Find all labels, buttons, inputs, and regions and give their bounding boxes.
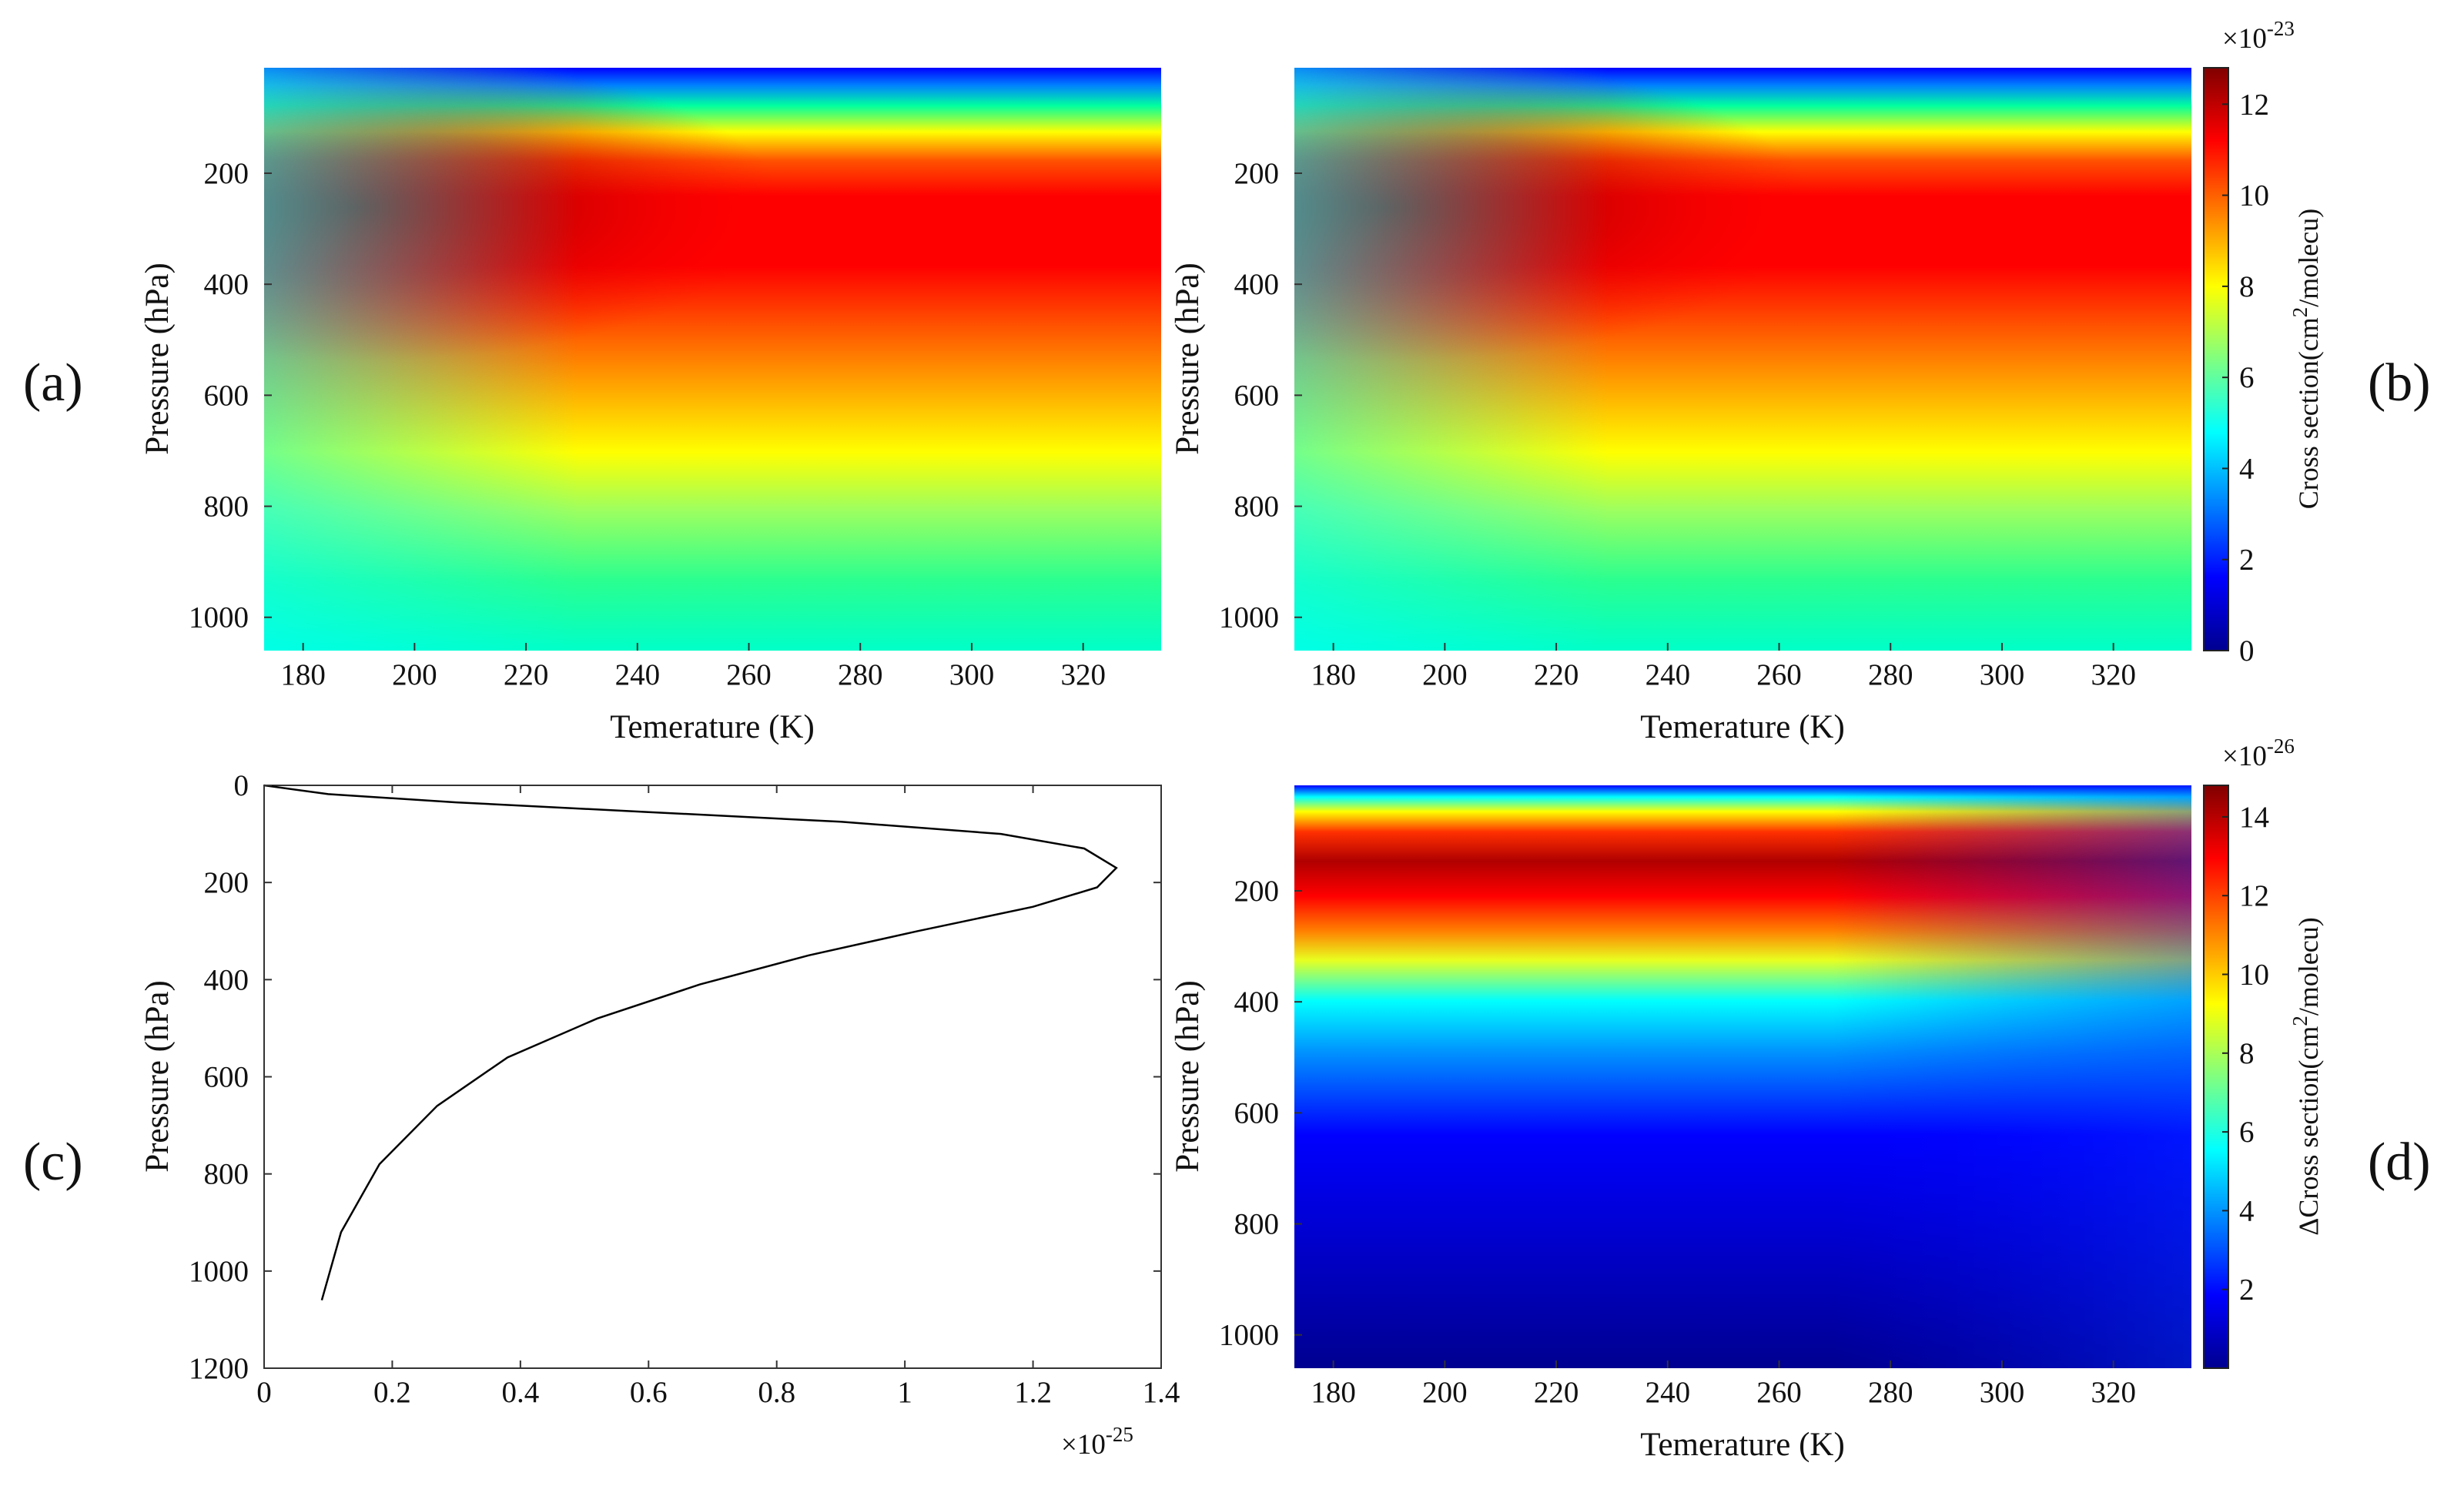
y-tick-label: 1000	[189, 601, 249, 634]
y-tick-label: 1000	[189, 1255, 249, 1288]
y-tick-label: 400	[1234, 986, 1280, 1019]
x-tick-label: 280	[1868, 658, 1913, 691]
y-axis-label: Pressure (hPa)	[1170, 263, 1206, 455]
x-tick-label: 260	[726, 658, 772, 691]
colorbar-label: Cross section(cm2/molecu)	[2288, 209, 2324, 509]
panel-c-line: 0 0.2 0.4 0.6 0.8 1 1.2 1.4 0 200 400 600 800 1000 12…	[139, 769, 1180, 1461]
colorbar-tick-label: 8	[2239, 1037, 2255, 1070]
colorbar-tick-label: 8	[2239, 270, 2255, 303]
x-tick-label: 300	[1980, 658, 2025, 691]
panel-d-heatmap: 180 200 220 240 260 280 300 320 200 400 600 800 100…	[1170, 735, 2324, 1463]
y-tick-label: 800	[204, 490, 249, 524]
y-tick-label: 200	[204, 157, 249, 190]
colorbar	[2203, 67, 2229, 651]
y-tick-label: 0	[234, 769, 249, 802]
y-tick-label: 600	[204, 1061, 249, 1094]
colorbar-tick-label: 4	[2239, 452, 2255, 485]
x-axis-label: Temerature (K)	[1640, 1427, 1845, 1463]
y-tick-label: 1000	[1219, 601, 1279, 634]
x-tick-label: 0.4	[501, 1376, 539, 1409]
x-tick-label: 320	[1060, 658, 1106, 691]
colorbar-tick-label: 10	[2239, 179, 2269, 213]
x-tick-label: 200	[392, 658, 437, 691]
colorbar-label: ΔCross section(cm2/molecu)	[2288, 917, 2324, 1236]
y-tick-label: 800	[1234, 1208, 1280, 1241]
x-tick-label: 240	[1645, 1376, 1691, 1409]
y-axis-label: Pressure (hPa)	[139, 980, 176, 1173]
x-tick-label: 220	[1534, 1376, 1579, 1409]
x-tick-label: 220	[1534, 658, 1579, 691]
x-tick-label: 180	[280, 658, 326, 691]
x-tick-label: 300	[949, 658, 995, 691]
y-tick-label: 200	[204, 866, 249, 899]
x-tick-label: 240	[615, 658, 661, 691]
heatmap-left-shade	[1294, 68, 2191, 651]
y-tick-label: 800	[1234, 490, 1280, 524]
panel-label-a: (a)	[23, 353, 83, 413]
panel-label-b: (b)	[2368, 353, 2431, 413]
y-tick-label: 200	[1234, 157, 1280, 190]
panel-b-heatmap: 180 200 220 240 260 280 300 320 200400600800100…	[1170, 17, 2324, 745]
x-tick-label: 1.2	[1014, 1376, 1052, 1409]
x-tick-label: 320	[2091, 1376, 2136, 1409]
colorbar-exponent: ×10-26	[2222, 735, 2295, 772]
colorbar-tick-label: 12	[2239, 88, 2269, 121]
y-tick-label: 400	[204, 963, 249, 996]
colorbar-tick-label: 2	[2239, 1273, 2255, 1307]
y-axis-label: Pressure (hPa)	[139, 263, 176, 455]
colorbar-tick-label: 4	[2239, 1194, 2255, 1227]
y-tick-label: 600	[1234, 379, 1280, 412]
x-axis-exponent: ×10-25	[1061, 1423, 1133, 1461]
colorbar	[2203, 785, 2229, 1369]
profile-line	[263, 784, 1118, 1301]
x-tick-label: 0	[256, 1376, 272, 1409]
y-tick-label: 800	[204, 1158, 249, 1191]
x-tick-label: 0.2	[373, 1376, 411, 1409]
colorbar-tick-label: 0	[2239, 634, 2255, 668]
y-tick-label: 600	[1234, 1096, 1280, 1130]
x-tick-label: 280	[1868, 1376, 1913, 1409]
x-axis-label: Temerature (K)	[1640, 709, 1845, 745]
y-tick-label: 1200	[189, 1352, 249, 1385]
y-tick-label: 1000	[1219, 1319, 1279, 1352]
panel-label-c: (c)	[23, 1133, 83, 1192]
x-tick-label: 320	[2091, 658, 2136, 691]
x-tick-label: 180	[1311, 1376, 1356, 1409]
x-axis-label: Temerature (K)	[610, 709, 815, 745]
y-tick-label: 200	[1234, 875, 1280, 908]
heatmap-left-shade	[264, 68, 1161, 651]
colorbar-tick-label: 6	[2239, 361, 2255, 394]
y-tick-label: 400	[204, 268, 249, 301]
plot-frame	[263, 785, 1162, 1369]
y-tick-label: 400	[1234, 268, 1280, 301]
panel-label-d: (d)	[2368, 1133, 2431, 1192]
x-tick-label: 180	[1311, 658, 1356, 691]
x-tick-label: 1	[897, 1376, 912, 1409]
colorbar-exponent: ×10-23	[2222, 17, 2295, 55]
x-tick-label: 220	[504, 658, 549, 691]
x-tick-label: 1.4	[1143, 1376, 1180, 1409]
y-axis-label: Pressure (hPa)	[1170, 980, 1206, 1173]
x-tick-label: 0.8	[758, 1376, 795, 1409]
colorbar-tick-label: 10	[2239, 959, 2269, 992]
x-tick-label: 280	[838, 658, 883, 691]
heatmap-right-shade	[1294, 785, 2191, 1368]
colorbar-tick-label: 2	[2239, 544, 2255, 577]
x-tick-label: 300	[1980, 1376, 2025, 1409]
x-tick-label: 240	[1645, 658, 1691, 691]
x-tick-label: 260	[1756, 1376, 1802, 1409]
x-tick-label: 200	[1422, 1376, 1468, 1409]
colorbar-tick-label: 14	[2239, 801, 2269, 834]
colorbar-tick-label: 6	[2239, 1116, 2255, 1149]
panel-a-heatmap: 180 200 220 240 260 280 300 320 200 400 600 800 100…	[139, 68, 1161, 745]
y-tick-label: 600	[204, 379, 249, 412]
x-tick-label: 0.6	[630, 1376, 668, 1409]
colorbar-tick-label: 12	[2239, 879, 2269, 912]
x-tick-label: 200	[1422, 658, 1468, 691]
x-tick-label: 260	[1756, 658, 1802, 691]
